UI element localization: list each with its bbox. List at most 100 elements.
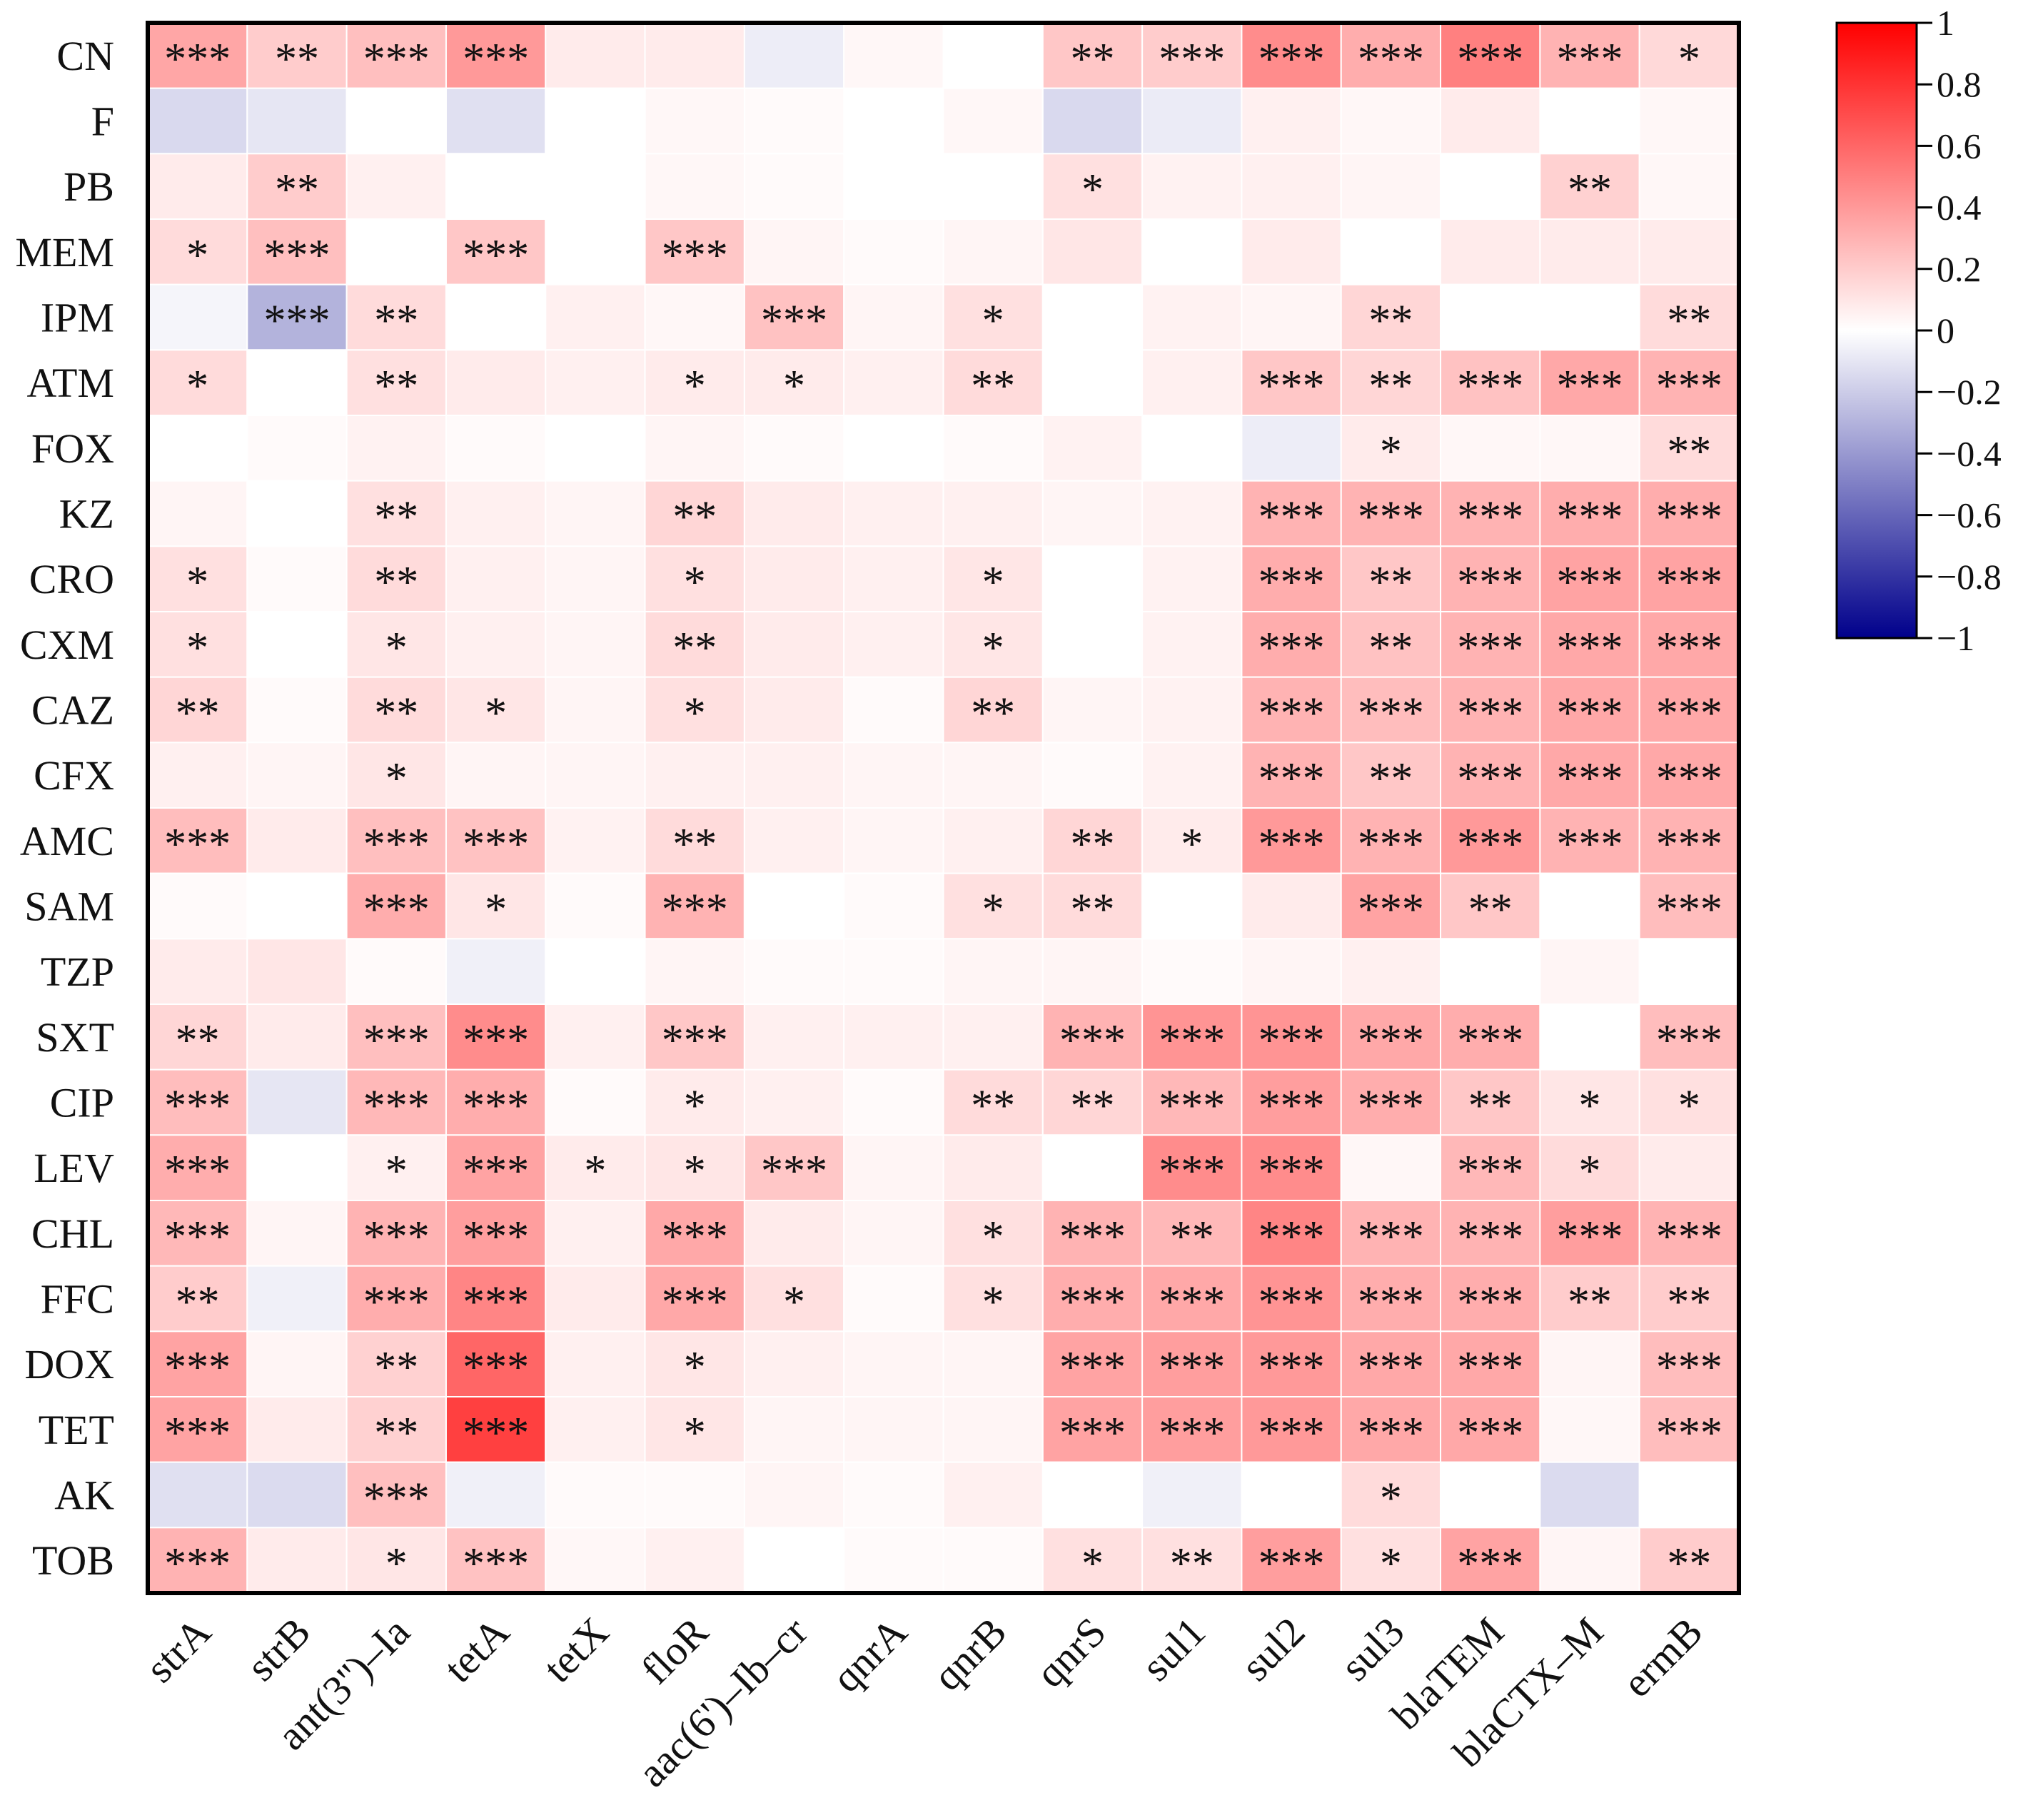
significance-mark: *** <box>164 1409 231 1457</box>
heatmap-cell <box>147 938 248 1005</box>
significance-mark: ** <box>1070 35 1114 84</box>
significance-mark: ** <box>1568 166 1612 214</box>
significance-mark: *** <box>1457 624 1523 672</box>
heatmap-cell <box>1141 611 1243 678</box>
heatmap-cell <box>345 676 447 744</box>
heatmap-cell <box>1041 480 1144 547</box>
heatmap-cell <box>1141 283 1243 351</box>
heatmap-cell <box>1539 807 1640 874</box>
heatmap-cell <box>743 1330 845 1397</box>
significance-mark: *** <box>1457 1343 1523 1392</box>
heatmap-cell <box>1340 872 1442 940</box>
heatmap-cell <box>1141 1396 1243 1463</box>
significance-mark: * <box>385 754 408 803</box>
heatmap-cell <box>545 480 646 547</box>
heatmap-cell <box>743 872 845 940</box>
significance-mark: *** <box>363 1278 430 1327</box>
heatmap-cell <box>246 283 348 351</box>
heatmap-cell <box>1041 1461 1144 1529</box>
significance-mark: ** <box>971 689 1015 738</box>
heatmap-cell <box>843 415 944 482</box>
heatmap-cell <box>246 1330 348 1397</box>
heatmap-cell <box>843 283 944 351</box>
heatmap-cell <box>445 742 547 809</box>
heatmap-cell <box>1440 283 1541 351</box>
significance-mark: *** <box>1656 1409 1722 1457</box>
significance-mark: *** <box>1656 1213 1722 1261</box>
heatmap-cell <box>644 1461 745 1529</box>
heatmap-cell <box>147 1265 248 1333</box>
significance-mark: *** <box>1457 820 1523 869</box>
heatmap-cell <box>1041 1134 1144 1201</box>
significance-mark: *** <box>1358 886 1424 934</box>
significance-mark: *** <box>363 35 430 84</box>
heatmap-cell <box>246 1396 348 1463</box>
significance-mark: *** <box>463 820 529 869</box>
heatmap-cell <box>1141 218 1243 285</box>
heatmap-cell <box>246 545 348 613</box>
heatmap-cell <box>1638 1396 1740 1463</box>
heatmap-cell <box>1340 938 1442 1005</box>
significance-mark: *** <box>363 1082 430 1131</box>
significance-mark: *** <box>1656 820 1722 869</box>
significance-mark: * <box>385 1147 408 1195</box>
colorbar-tick-label: −0.6 <box>1937 495 2002 535</box>
heatmap-cell <box>942 1003 1044 1071</box>
heatmap-cell <box>1241 1265 1342 1333</box>
heatmap-cell <box>545 1330 646 1397</box>
heatmap-cell <box>1041 611 1144 678</box>
significance-mark: *** <box>463 231 529 280</box>
heatmap-cell <box>1440 1265 1541 1333</box>
heatmap-cell <box>1638 218 1740 285</box>
heatmap-cell <box>942 1527 1044 1594</box>
heatmap-cell <box>1539 415 1640 482</box>
heatmap-cell <box>743 349 845 416</box>
heatmap-cell <box>246 1527 348 1594</box>
heatmap-cell <box>942 807 1044 874</box>
significance-mark: ** <box>1368 297 1413 345</box>
heatmap-cell <box>445 807 547 874</box>
heatmap-cell <box>545 153 646 220</box>
heatmap-cell <box>644 153 745 220</box>
significance-mark: *** <box>761 1147 827 1195</box>
significance-mark: *** <box>1258 558 1325 607</box>
significance-mark: *** <box>1656 754 1722 803</box>
heatmap-cell <box>246 1265 348 1333</box>
heatmap-cell <box>1340 1396 1442 1463</box>
row-label: CAZ <box>31 687 114 734</box>
heatmap-cell <box>1638 22 1740 89</box>
heatmap-cell <box>743 415 845 482</box>
heatmap-cell <box>942 1068 1044 1136</box>
heatmap-cell <box>942 283 1044 351</box>
column-label: ermB <box>1613 1608 1711 1706</box>
significance-mark: *** <box>1457 493 1523 542</box>
significance-mark: * <box>982 1278 1004 1327</box>
heatmap-cell <box>644 283 745 351</box>
heatmap-cell <box>1141 1200 1243 1267</box>
heatmap-cell <box>1141 676 1243 744</box>
heatmap-cell <box>1241 938 1342 1005</box>
significance-mark: *** <box>1258 624 1325 672</box>
heatmap-cell <box>445 872 547 940</box>
significance-mark: ** <box>1568 1278 1612 1327</box>
heatmap-cell <box>843 1068 944 1136</box>
heatmap-cell <box>1241 153 1342 220</box>
significance-mark: *** <box>1059 1213 1126 1261</box>
heatmap-cell <box>843 1461 944 1529</box>
heatmap-cell <box>147 807 248 874</box>
heatmap-cell <box>1340 87 1442 155</box>
heatmap-cell <box>1440 153 1541 220</box>
heatmap-cell <box>1041 742 1144 809</box>
significance-mark: *** <box>1457 1540 1523 1588</box>
heatmap-cell <box>942 218 1044 285</box>
heatmap-cell <box>345 1527 447 1594</box>
significance-mark: ** <box>1070 1082 1114 1131</box>
heatmap-cell <box>1041 415 1144 482</box>
significance-mark: * <box>186 558 208 607</box>
significance-mark: *** <box>1258 1213 1325 1261</box>
heatmap-cell <box>942 1200 1044 1267</box>
heatmap-cell <box>246 1134 348 1201</box>
significance-mark: *** <box>164 1082 231 1131</box>
heatmap-cell <box>1440 807 1541 874</box>
